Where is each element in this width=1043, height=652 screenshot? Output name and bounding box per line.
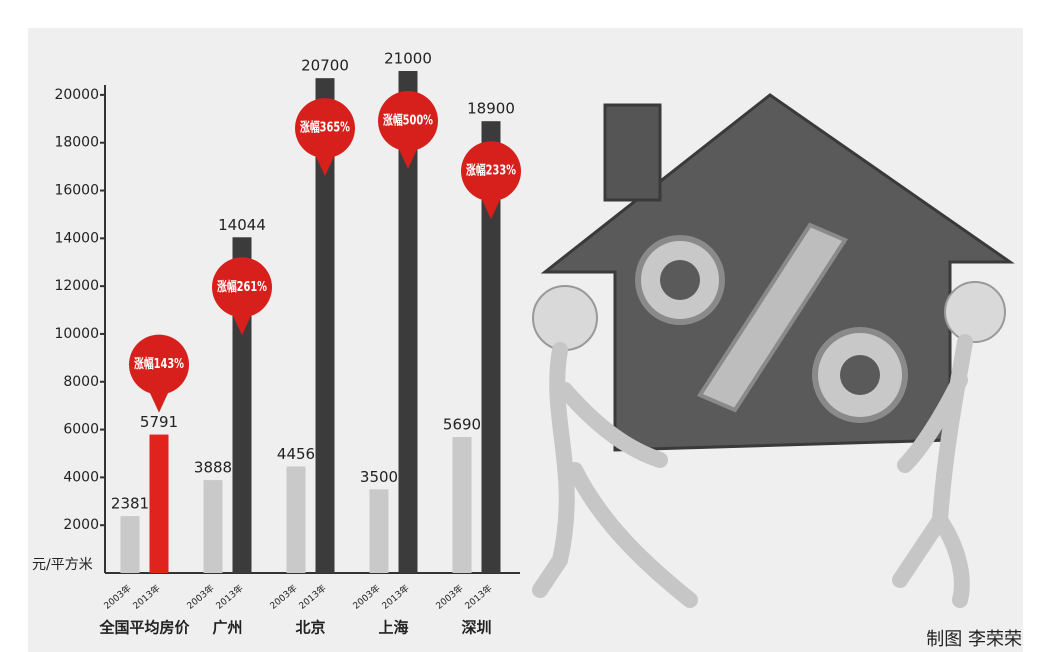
y-tick-label: 16000 [54, 183, 99, 199]
credit: 制图 李荣荣 [926, 629, 1022, 650]
callout: 涨幅500% [378, 91, 438, 169]
callout: 涨幅233% [461, 141, 521, 220]
value-label: 5791 [140, 413, 178, 431]
bar [398, 71, 418, 573]
bar [203, 480, 223, 573]
callout-text: 涨幅143% [133, 356, 184, 372]
y-tick-label: 20000 [54, 87, 99, 103]
bar [315, 78, 335, 574]
value-label: 3500 [360, 468, 398, 486]
callout-bubble [378, 91, 438, 151]
bar [149, 434, 169, 573]
value-label: 14044 [218, 216, 266, 234]
value-label: 20700 [301, 57, 349, 75]
callout-text: 涨幅365% [299, 120, 350, 136]
value-label: 2381 [111, 495, 149, 513]
x-category-label: 北京 [295, 619, 325, 637]
y-tick-label: 8000 [63, 374, 99, 390]
value-label: 3888 [194, 459, 232, 477]
callout: 涨幅365% [295, 98, 355, 177]
callout-text: 涨幅233% [465, 163, 516, 179]
callout-bubble [461, 141, 521, 202]
y-axis-label: 元/平方米 [32, 557, 93, 573]
value-label: 4456 [277, 445, 315, 463]
y-tick-label: 10000 [54, 326, 99, 342]
value-label: 18900 [467, 100, 515, 118]
x-category-label: 上海 [378, 619, 408, 637]
y-tick-label: 18000 [54, 135, 99, 151]
y-tick-label: 6000 [63, 422, 99, 438]
bar [369, 489, 389, 573]
callout-text: 涨幅500% [382, 113, 433, 129]
x-category-label: 深圳 [461, 619, 491, 637]
bar [452, 436, 472, 573]
x-category-label: 全国平均房价 [98, 619, 190, 637]
callout-text: 涨幅261% [216, 279, 267, 295]
callout-bubble [295, 98, 355, 159]
value-label: 5690 [443, 415, 481, 433]
bar [120, 516, 140, 573]
callout: 涨幅261% [212, 257, 272, 336]
y-tick-label: 4000 [63, 469, 99, 485]
bar [481, 121, 501, 573]
callout-bubble [212, 257, 272, 318]
illustration [532, 93, 1015, 608]
y-tick-label: 14000 [54, 230, 99, 246]
value-label: 21000 [384, 50, 432, 68]
bar [286, 466, 306, 573]
callout-bubble [129, 334, 189, 395]
y-tick-label: 12000 [54, 278, 99, 294]
y-tick-label: 2000 [63, 517, 99, 533]
x-category-label: 广州 [212, 619, 242, 637]
callout: 涨幅143% [129, 334, 189, 413]
